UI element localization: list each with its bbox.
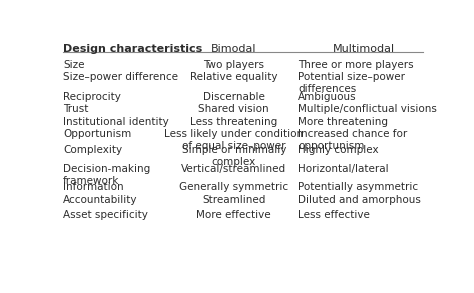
Text: Information: Information [63, 183, 124, 193]
Text: Multiple/conflictual visions: Multiple/conflictual visions [298, 104, 437, 115]
Text: Trust: Trust [63, 104, 88, 115]
Text: Increased chance for
opportunism: Increased chance for opportunism [298, 129, 407, 151]
Text: Less likely under condition
of equal size–power: Less likely under condition of equal siz… [164, 129, 303, 151]
Text: Diluted and amorphous: Diluted and amorphous [298, 195, 421, 205]
Text: Size: Size [63, 60, 84, 70]
Text: Decision-making
framework: Decision-making framework [63, 164, 150, 186]
Text: Design characteristics: Design characteristics [63, 44, 202, 54]
Text: Relative equality: Relative equality [190, 72, 277, 82]
Text: Institutional identity: Institutional identity [63, 117, 169, 127]
Text: Bimodal: Bimodal [211, 44, 256, 54]
Text: Streamlined: Streamlined [202, 195, 265, 205]
Text: Ambiguous: Ambiguous [298, 92, 356, 102]
Text: Opportunism: Opportunism [63, 129, 131, 139]
Text: Reciprocity: Reciprocity [63, 92, 121, 102]
Text: Potential size–power
differences: Potential size–power differences [298, 72, 405, 94]
Text: Complexity: Complexity [63, 146, 122, 156]
Text: Less threatening: Less threatening [190, 117, 277, 127]
Text: More effective: More effective [196, 210, 271, 220]
Text: Three or more players: Three or more players [298, 60, 414, 70]
Text: Two players: Two players [203, 60, 264, 70]
Text: Size–power difference: Size–power difference [63, 72, 178, 82]
Text: Discernable: Discernable [203, 92, 264, 102]
Text: Asset specificity: Asset specificity [63, 210, 148, 220]
Text: Potentially asymmetric: Potentially asymmetric [298, 183, 418, 193]
Text: Less effective: Less effective [298, 210, 370, 220]
Text: Horizontal/lateral: Horizontal/lateral [298, 164, 389, 174]
Text: Simple or minimally
complex: Simple or minimally complex [182, 146, 286, 167]
Text: Accountability: Accountability [63, 195, 137, 205]
Text: Generally symmetric: Generally symmetric [179, 183, 288, 193]
Text: Shared vision: Shared vision [199, 104, 269, 115]
Text: More threatening: More threatening [298, 117, 388, 127]
Text: Multimodal: Multimodal [333, 44, 395, 54]
Text: Highly complex: Highly complex [298, 146, 379, 156]
Text: Vertical/streamlined: Vertical/streamlined [181, 164, 286, 174]
